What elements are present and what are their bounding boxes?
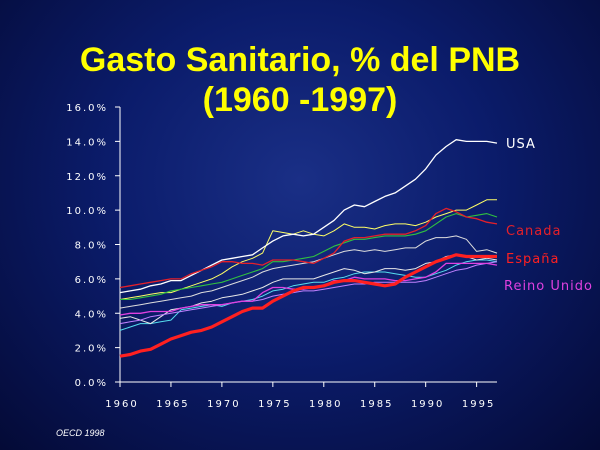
chart-title-line1: Gasto Sanitario, % del PNB xyxy=(79,41,521,79)
chart-title: Gasto Sanitario, % del PNB (1960 -1997) xyxy=(0,40,600,120)
legend-label-usa: USA xyxy=(506,137,536,152)
legend-label-canada: Canada xyxy=(506,224,561,239)
series-line-espa-a xyxy=(119,253,497,358)
chart-subtitle: (1960 -1997) xyxy=(202,81,398,119)
series-line-reino-unido xyxy=(119,262,498,316)
y-tick-label: 2.0% xyxy=(75,344,108,355)
y-tick-label: 12.0% xyxy=(66,172,108,183)
x-tick-label: 1965 xyxy=(156,399,189,410)
series-line-6 xyxy=(120,213,498,301)
series-line-8 xyxy=(119,259,498,331)
x-tick-label: 1980 xyxy=(309,399,342,410)
x-tick-label: 1970 xyxy=(207,399,240,410)
legend-label-espa-a: España xyxy=(506,252,559,267)
legend-label-reino-unido: Reino Unido xyxy=(504,279,593,294)
y-tick-label: 8.0% xyxy=(75,241,108,252)
y-tick-label: 16.0% xyxy=(66,103,108,114)
y-tick-label: 10.0% xyxy=(66,206,108,217)
series-line-5 xyxy=(119,199,497,300)
series-line-10 xyxy=(119,261,498,325)
series-line-canada xyxy=(119,207,498,289)
chart-axes: 0.0% 2.0% 4.0% 6.0% 8.0% 10.0% 12.0% 14.0% 16.0%… xyxy=(66,103,497,410)
series-line-usa xyxy=(119,139,498,294)
series-line-9 xyxy=(119,254,498,325)
legend-labels: USA Canada España Reino Unido xyxy=(504,137,593,294)
y-tick-label: 14.0% xyxy=(66,137,108,148)
y-tick-label: 4.0% xyxy=(75,309,108,320)
source-note: OECD 1998 xyxy=(56,428,105,438)
y-tick-label: 6.0% xyxy=(75,275,108,286)
chart-series xyxy=(119,139,498,358)
y-tick-label: 0.0% xyxy=(75,378,108,389)
x-tick-label: 1995 xyxy=(462,399,495,410)
x-tick-label: 1975 xyxy=(258,399,291,410)
x-tick-label: 1990 xyxy=(411,399,444,410)
x-tick-label: 1985 xyxy=(360,399,393,410)
x-tick-label: 1960 xyxy=(105,399,138,410)
